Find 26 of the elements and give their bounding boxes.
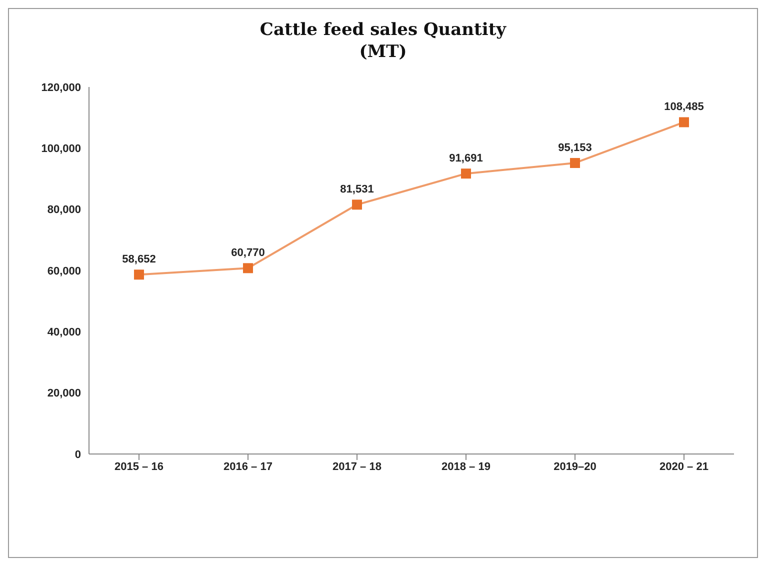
y-tick-label: 20,000 xyxy=(47,388,81,400)
data-label: 81,531 xyxy=(340,184,374,196)
chart-title: Cattle feed sales Quantity (MT) xyxy=(258,19,508,63)
data-label: 58,652 xyxy=(122,254,156,266)
y-tick-label: 100,000 xyxy=(41,143,81,156)
y-tick-label: 0 xyxy=(74,448,81,461)
data-label: 91,691 xyxy=(449,152,483,165)
point xyxy=(461,168,471,179)
x-tick-label: 2016 – 17 xyxy=(224,460,272,473)
x-tick-label: 2018 – 19 xyxy=(442,460,490,473)
point xyxy=(570,158,580,168)
point xyxy=(679,117,689,128)
x-tick-label: 2020 – 21 xyxy=(660,460,708,473)
y-tick-label: 60,000 xyxy=(47,265,81,278)
data-label: 108,485 xyxy=(664,101,704,114)
point xyxy=(134,270,144,280)
point xyxy=(243,263,253,274)
y-tick-label: 120,000 xyxy=(41,82,81,94)
data-label: 95,153 xyxy=(558,142,592,154)
y-tick-label: 40,000 xyxy=(47,326,81,339)
x-tick-label: 2019–20 xyxy=(554,460,596,473)
point xyxy=(352,200,362,210)
x-tick-label: 2017 – 18 xyxy=(332,460,382,473)
x-tick-label: 2015 – 16 xyxy=(114,460,164,473)
y-tick-label: 80,000 xyxy=(47,204,81,216)
data-label: 60,770 xyxy=(231,247,265,260)
